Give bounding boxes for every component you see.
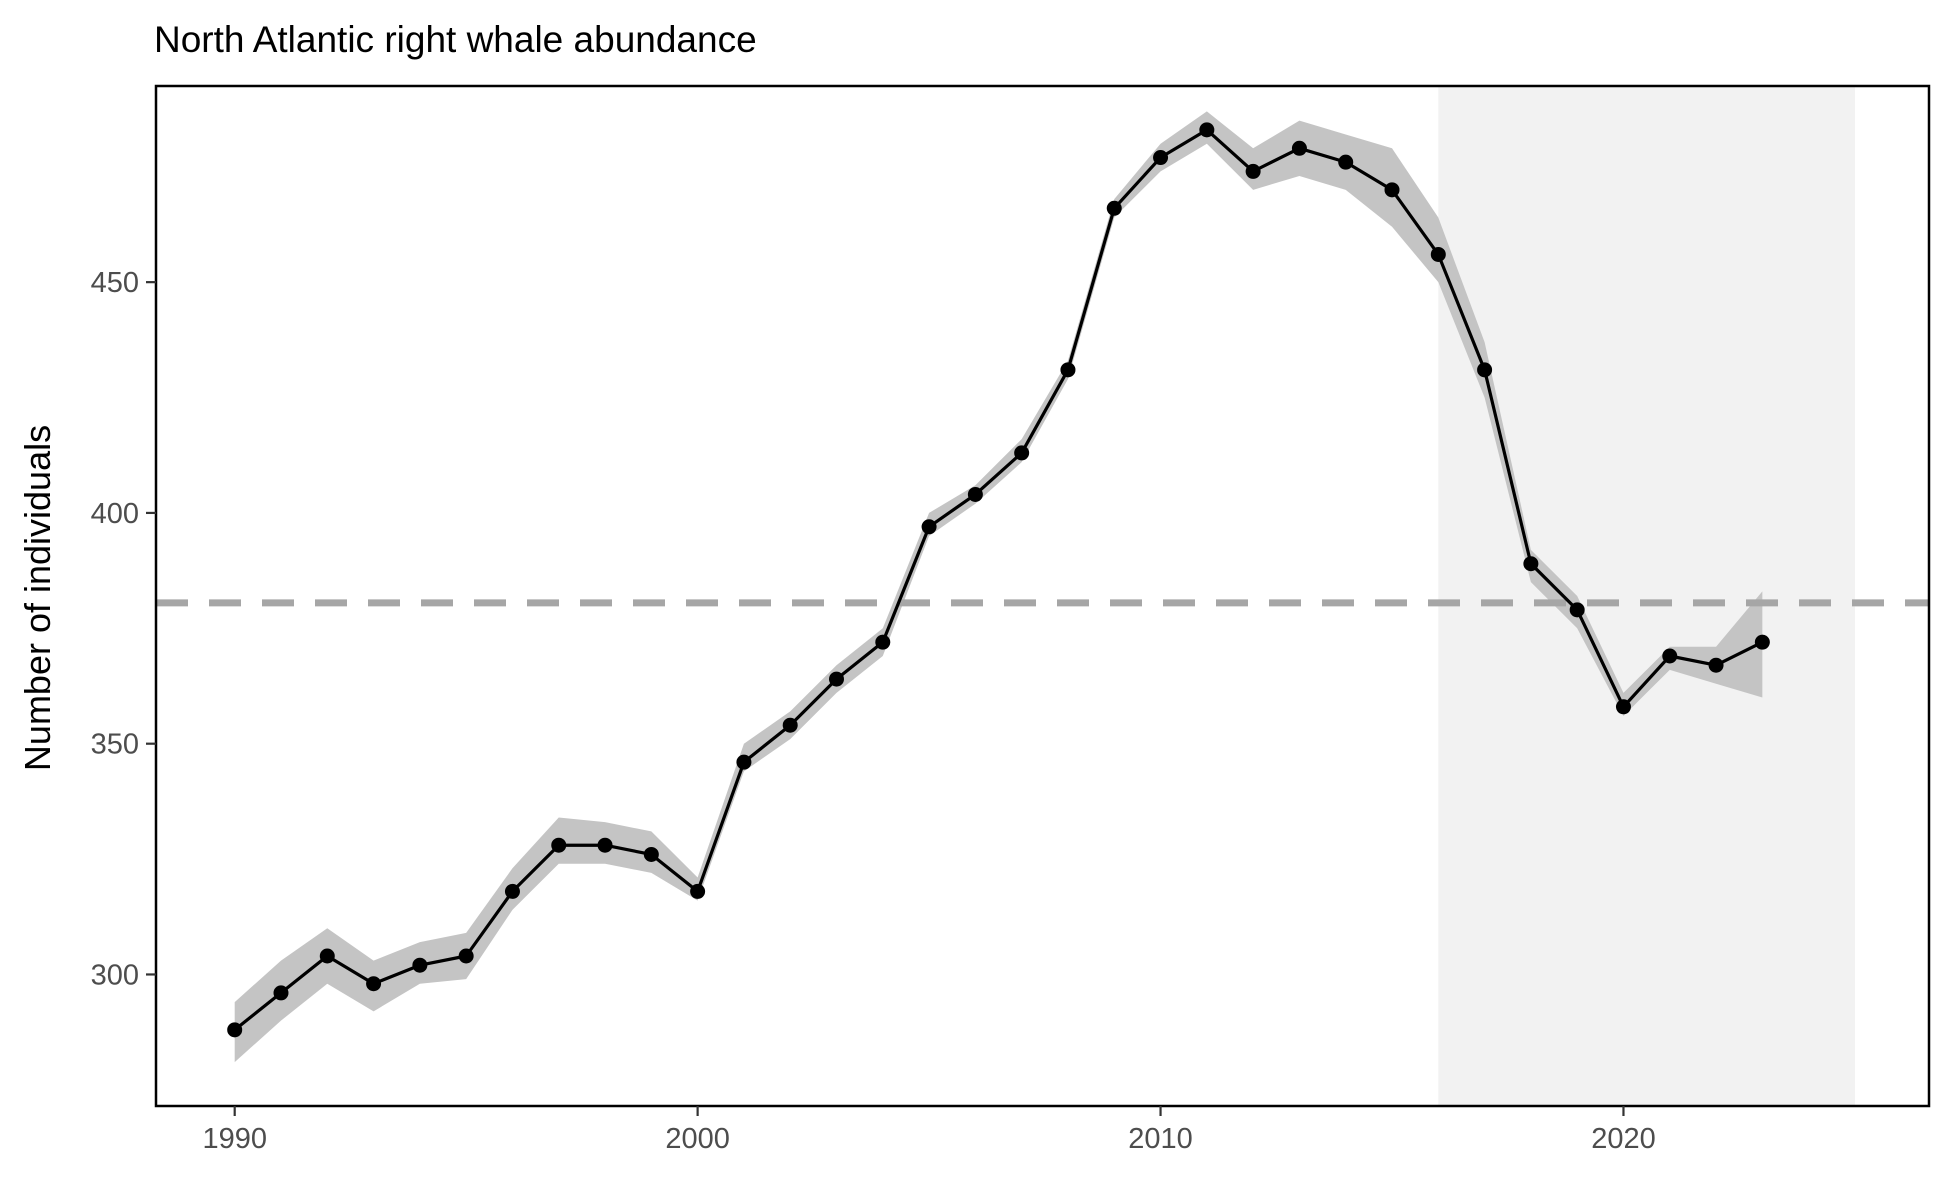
x-tick-label: 2000 xyxy=(665,1123,730,1155)
x-tick-label: 1990 xyxy=(202,1123,267,1155)
data-point xyxy=(551,837,567,853)
data-point xyxy=(1153,150,1169,166)
data-point xyxy=(967,486,983,502)
data-point xyxy=(828,671,844,687)
data-point xyxy=(1477,362,1493,378)
axes: 300 350 400 450 1990 2000 2010 2020 xyxy=(91,84,1931,1155)
chart-title: North Atlantic right whale abundance xyxy=(154,19,757,60)
data-point xyxy=(366,976,382,992)
data-point xyxy=(458,948,474,964)
data-point xyxy=(1615,699,1631,715)
data-point xyxy=(875,634,891,650)
x-tick-label: 2010 xyxy=(1128,1123,1193,1155)
data-point xyxy=(1569,602,1585,618)
data-point xyxy=(690,883,706,899)
data-point xyxy=(1199,122,1215,138)
y-tick-label: 300 xyxy=(91,959,139,991)
data-point xyxy=(504,883,520,899)
data-point xyxy=(319,948,335,964)
data-point xyxy=(736,754,752,770)
data-point xyxy=(1754,634,1770,650)
data-point xyxy=(643,846,659,862)
series-line xyxy=(233,128,1764,1032)
data-point xyxy=(1106,200,1122,216)
data-point xyxy=(1014,445,1030,461)
plot-area xyxy=(156,86,1929,1106)
data-point xyxy=(1430,246,1446,262)
data-point xyxy=(1708,657,1724,673)
data-point xyxy=(1245,163,1261,179)
data-point xyxy=(273,985,289,1001)
y-axis-label: Number of individuals xyxy=(17,425,58,771)
x-tick-label: 2020 xyxy=(1591,1123,1656,1155)
panel-border xyxy=(154,84,1931,1108)
data-point xyxy=(412,957,428,973)
data-point xyxy=(1662,648,1678,664)
y-tick-label: 450 xyxy=(91,267,139,299)
shaded-period xyxy=(1438,86,1855,1106)
data-point xyxy=(1291,140,1307,156)
data-point xyxy=(1338,154,1354,170)
data-point xyxy=(1060,362,1076,378)
y-tick-label: 350 xyxy=(91,729,139,761)
data-point xyxy=(1384,182,1400,198)
data-point xyxy=(597,837,613,853)
data-point xyxy=(1523,556,1539,572)
data-point xyxy=(227,1022,243,1038)
data-point xyxy=(921,519,937,535)
data-point xyxy=(782,717,798,733)
y-tick-label: 400 xyxy=(91,498,139,530)
confidence-band xyxy=(234,111,1763,1063)
